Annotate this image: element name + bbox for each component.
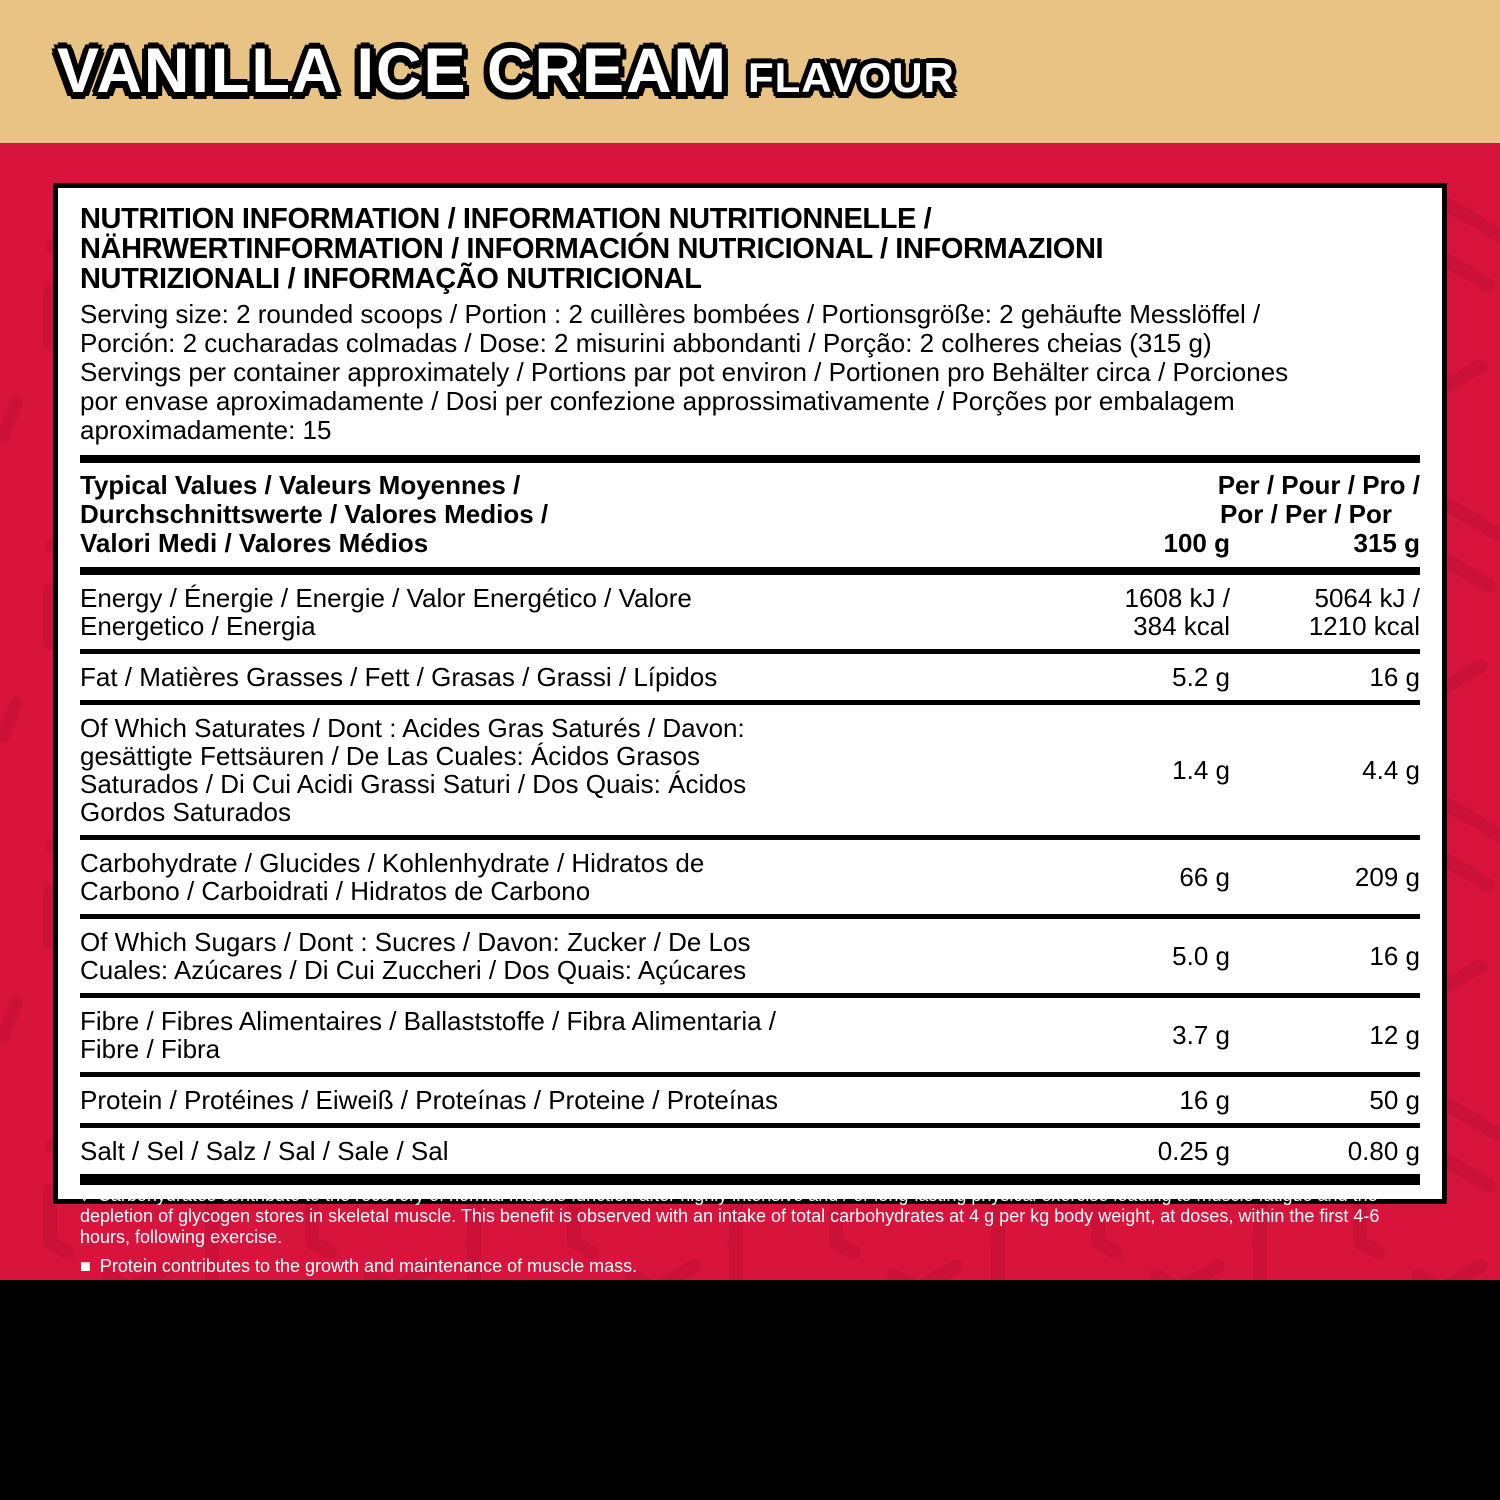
footnote-text: Carbohydrates contribute to the recovery…: [80, 1185, 1380, 1247]
row-label: Of Which Saturates / Dont : Acides Gras …: [80, 713, 747, 827]
table-header-bottom-rule: [80, 567, 1420, 575]
serving-size-text: Serving size: 2 rounded scoops / Portion…: [80, 299, 1261, 358]
table-row-salt: Salt / Sel / Salz / Sal / Sale / Sal 0.2…: [80, 1128, 1420, 1179]
row-value-315g: 0.80 g: [1347, 1136, 1420, 1166]
row-label: Salt / Sel / Salz / Sal / Sale / Sal: [80, 1136, 449, 1166]
footnote-carbohydrates: ◊ Carbohydrates contribute to the recover…: [80, 1185, 1420, 1248]
table-row-fibre: Fibre / Fibres Alimentaires / Ballaststo…: [80, 998, 1420, 1077]
table-row-carbohydrate: Carbohydrate / Glucides / Kohlenhydrate …: [80, 840, 1420, 919]
row-value-315g: 16 g: [1369, 941, 1420, 971]
row-value-100g: 1608 kJ / 384 kcal: [1124, 583, 1230, 641]
per-columns-header: Per / Pour / Pro / Por / Per / Por 100 g…: [1080, 470, 1421, 558]
per-header-line1: Per / Pour / Pro /: [1217, 470, 1420, 500]
per-header-amounts: 100 g 315 g: [1080, 528, 1421, 558]
row-label: Fat / Matières Grasses / Fett / Grasas /…: [80, 662, 718, 692]
servings-per-container-text: Servings per container approximately / P…: [80, 357, 1289, 445]
bottom-black-bar: [0, 1280, 1500, 1500]
row-value-100g: 16 g: [1179, 1085, 1230, 1115]
table-row-saturates: Of Which Saturates / Dont : Acides Gras …: [80, 705, 1420, 840]
row-value-100g: 5.0 g: [1172, 941, 1230, 971]
flavour-word-text: FLAVOUR: [747, 54, 955, 101]
table-header-row: Typical Values / Valeurs Moyennes / Durc…: [80, 463, 1420, 567]
footnotes: ◊ Carbohydrates contribute to the recover…: [80, 1185, 1420, 1280]
flavour-banner: VANILLA ICE CREAM FLAVOUR: [0, 0, 1500, 143]
square-icon: ■: [80, 1256, 91, 1276]
row-label: Carbohydrate / Glucides / Kohlenhydrate …: [80, 848, 705, 906]
table-top-rule: [80, 455, 1420, 463]
per-header-line2: Por / Per / Por: [1220, 499, 1392, 529]
column-100g-header: 100 g: [1163, 528, 1231, 558]
diamond-icon: ◊: [80, 1185, 89, 1205]
row-value-315g: 5064 kJ / 1210 kcal: [1308, 583, 1420, 641]
row-value-100g: 3.7 g: [1172, 1020, 1230, 1050]
nutrition-heading: NUTRITION INFORMATION / INFORMATION NUTR…: [80, 203, 1104, 295]
row-value-315g: 209 g: [1354, 862, 1420, 892]
row-value-100g: 1.4 g: [1172, 755, 1230, 785]
table-bottom-rule: [80, 1179, 1420, 1185]
row-value-100g: 66 g: [1179, 862, 1230, 892]
nutrition-panel: NUTRITION INFORMATION / INFORMATION NUTR…: [53, 183, 1447, 1204]
row-label: Of Which Sugars / Dont : Sucres / Davon:…: [80, 927, 751, 985]
table-row-energy: Energy / Énergie / Energie / Valor Energ…: [80, 575, 1420, 654]
typical-values-header: Typical Values / Valeurs Moyennes / Durc…: [80, 470, 549, 558]
flavour-name-text: VANILLA ICE CREAM: [57, 36, 728, 106]
table-row-protein: Protein / Protéines / Eiweiß / Proteínas…: [80, 1077, 1420, 1128]
column-315g-header: 315 g: [1353, 528, 1421, 558]
row-value-315g: 16 g: [1369, 662, 1420, 692]
flavour-title: VANILLA ICE CREAM FLAVOUR: [57, 40, 955, 103]
table-row-fat: Fat / Matières Grasses / Fett / Grasas /…: [80, 654, 1420, 705]
table-row-sugars: Of Which Sugars / Dont : Sucres / Davon:…: [80, 919, 1420, 998]
row-label: Fibre / Fibres Alimentaires / Ballaststo…: [80, 1006, 777, 1064]
row-value-315g: 4.4 g: [1362, 755, 1420, 785]
row-value-100g: 0.25 g: [1157, 1136, 1230, 1166]
row-value-315g: 12 g: [1369, 1020, 1420, 1050]
row-value-315g: 50 g: [1369, 1085, 1420, 1115]
row-label: Energy / Énergie / Energie / Valor Energ…: [80, 583, 692, 641]
red-background-section: NUTRITION INFORMATION / INFORMATION NUTR…: [0, 143, 1500, 1280]
footnote-text: Protein contributes to the growth and ma…: [99, 1256, 638, 1276]
row-label: Protein / Protéines / Eiweiß / Proteínas…: [80, 1085, 779, 1115]
row-value-100g: 5.2 g: [1172, 662, 1230, 692]
footnote-protein: ■ Protein contributes to the growth and m…: [80, 1256, 1420, 1277]
